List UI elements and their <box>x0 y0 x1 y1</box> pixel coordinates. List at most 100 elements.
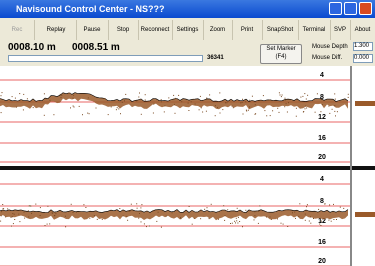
echo-speckle <box>234 221 235 222</box>
echo-speckle <box>129 211 130 212</box>
echo-speckle <box>270 217 271 218</box>
echo-speckle <box>19 221 20 222</box>
echo-speckle <box>309 221 310 222</box>
echo-speckle <box>145 94 146 95</box>
echo-speckle <box>19 93 20 94</box>
echo-speckle <box>324 204 325 205</box>
echo-speckle <box>153 113 154 114</box>
toolbar-button[interactable]: Stop <box>108 20 139 40</box>
echo-speckle <box>189 206 190 207</box>
echo-speckle <box>305 106 306 107</box>
side-divider <box>350 66 352 266</box>
maximize-button[interactable] <box>344 2 357 15</box>
echo-speckle <box>287 112 288 113</box>
toolbar-button[interactable]: About <box>350 20 375 40</box>
echo-speckle <box>249 100 250 101</box>
echo-speckle <box>304 93 305 94</box>
echo-speckle <box>331 221 332 222</box>
depth-label: 16 <box>318 135 326 142</box>
echo-speckle <box>73 106 74 107</box>
echo-speckle <box>322 104 323 105</box>
echo-speckle <box>207 207 208 208</box>
echo-speckle <box>44 115 45 116</box>
echo-speckle <box>7 208 8 209</box>
echo-speckle <box>60 94 61 95</box>
toolbar-button[interactable]: SnapShot <box>262 20 299 40</box>
depth-readout: 0008.10 m <box>8 42 56 53</box>
echo-speckle <box>306 99 307 100</box>
echo-speckle <box>61 95 62 96</box>
echo-speckle <box>335 99 336 100</box>
echo-speckle <box>175 113 176 114</box>
mouse-depth-value: 1.300 <box>353 42 373 51</box>
toolbar-button[interactable]: Zoom <box>203 20 233 40</box>
echo-speckle <box>248 110 249 111</box>
echo-speckle <box>40 207 41 208</box>
echo-speckle <box>141 114 142 115</box>
echo-speckle <box>277 218 278 219</box>
toolbar-button[interactable]: Terminal <box>298 20 331 40</box>
echo-speckle <box>321 221 322 222</box>
echo-speckle <box>50 100 51 101</box>
echo-speckle <box>144 223 145 224</box>
echo-speckle <box>302 96 303 97</box>
echo-speckle <box>227 209 228 210</box>
echo-speckle <box>116 109 117 110</box>
echo-speckle <box>245 210 246 211</box>
echo-speckle <box>73 98 74 99</box>
echo-speckle <box>319 224 320 225</box>
close-button[interactable] <box>359 2 372 15</box>
echo-speckle <box>5 216 6 217</box>
echo-speckle <box>97 219 98 220</box>
echo-speckle <box>222 109 223 110</box>
echo-speckle <box>317 93 318 94</box>
echo-speckle <box>217 107 218 108</box>
echo-speckle <box>117 107 118 108</box>
toolbar-button[interactable]: Rec <box>0 20 35 40</box>
echo-speckle <box>333 219 334 220</box>
echo-speckle <box>126 216 127 217</box>
echo-speckle <box>200 218 201 219</box>
echo-speckle <box>85 207 86 208</box>
set-marker-button[interactable]: Set Marker (F4) <box>260 44 302 64</box>
toolbar-button[interactable]: Print <box>232 20 263 40</box>
echo-speckle <box>240 102 241 103</box>
echo-speckle <box>131 204 132 205</box>
toolbar-button[interactable]: Settings <box>172 20 204 40</box>
echo-speckle <box>61 97 62 98</box>
depth-label: 8 <box>320 198 324 205</box>
echo-speckle <box>120 113 121 114</box>
toolbar-button[interactable]: Reconnect <box>138 20 173 40</box>
echo-speckle <box>111 106 112 107</box>
echo-speckle <box>237 223 238 224</box>
echo-speckle <box>266 115 267 116</box>
echo-speckle <box>307 95 308 96</box>
echo-speckle <box>305 220 306 221</box>
echo-speckle <box>76 212 77 213</box>
echo-speckle <box>236 220 237 221</box>
position-slider[interactable] <box>8 55 203 62</box>
echo-speckle <box>317 212 318 213</box>
echo-speckle <box>211 204 212 205</box>
echo-speckle <box>200 96 201 97</box>
echo-speckle <box>296 116 297 117</box>
echo-speckle <box>0 221 1 222</box>
echo-speckle <box>89 218 90 219</box>
toolbar-button[interactable]: Replay <box>36 20 77 40</box>
toolbar-button[interactable]: SVP <box>330 20 351 40</box>
echo-speckle <box>15 98 16 99</box>
echo-speckle <box>69 93 70 94</box>
echo-speckle <box>343 208 344 209</box>
echo-speckle <box>14 214 15 215</box>
echo-speckle <box>33 107 34 108</box>
echo-speckle <box>138 97 139 98</box>
echo-speckle <box>27 98 28 99</box>
echo-speckle <box>87 113 88 114</box>
echo-speckle <box>12 213 13 214</box>
echo-speckle <box>70 107 71 108</box>
echo-speckle <box>281 223 282 224</box>
echo-speckle <box>232 106 233 107</box>
minimize-button[interactable] <box>329 2 342 15</box>
toolbar-button[interactable]: Pause <box>76 20 109 40</box>
echo-speckle <box>118 108 119 109</box>
